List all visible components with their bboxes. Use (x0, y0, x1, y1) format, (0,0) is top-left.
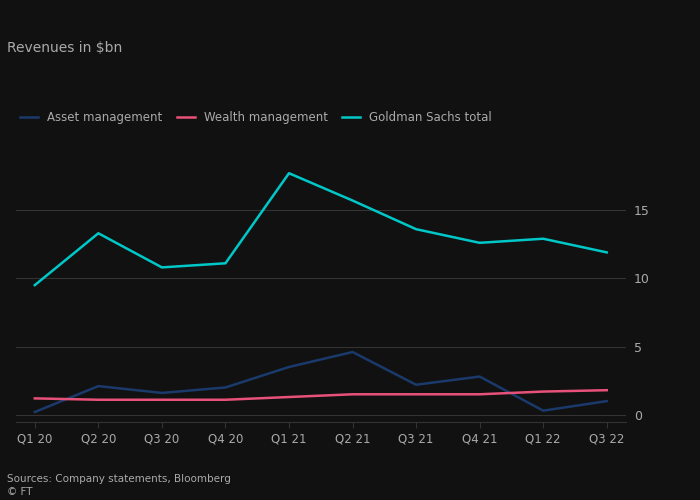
Goldman Sachs total (603, 250, 611, 256)
Asset management (31, 409, 39, 415)
Goldman Sachs total (412, 226, 420, 232)
Wealth management (158, 397, 166, 403)
Wealth management (475, 392, 484, 398)
Wealth management (539, 388, 547, 394)
Asset management (349, 349, 357, 355)
Line: Goldman Sachs total: Goldman Sachs total (35, 173, 607, 285)
Asset management (475, 374, 484, 380)
Wealth management (603, 387, 611, 393)
Asset management (94, 383, 102, 389)
Wealth management (412, 392, 420, 398)
Line: Asset management: Asset management (35, 352, 607, 412)
Text: Revenues in $bn: Revenues in $bn (7, 42, 122, 56)
Goldman Sachs total (285, 170, 293, 176)
Wealth management (31, 396, 39, 402)
Asset management (412, 382, 420, 388)
Goldman Sachs total (221, 260, 230, 266)
Asset management (221, 384, 230, 390)
Asset management (603, 398, 611, 404)
Wealth management (221, 397, 230, 403)
Legend: Asset management, Wealth management, Goldman Sachs total: Asset management, Wealth management, Gol… (15, 106, 497, 128)
Text: Sources: Company statements, Bloomberg: Sources: Company statements, Bloomberg (7, 474, 231, 484)
Goldman Sachs total (475, 240, 484, 246)
Goldman Sachs total (31, 282, 39, 288)
Asset management (158, 390, 166, 396)
Line: Wealth management: Wealth management (35, 390, 607, 400)
Goldman Sachs total (94, 230, 102, 236)
Text: © FT: © FT (7, 487, 32, 497)
Wealth management (94, 397, 102, 403)
Asset management (285, 364, 293, 370)
Goldman Sachs total (349, 198, 357, 203)
Goldman Sachs total (539, 236, 547, 242)
Wealth management (349, 392, 357, 398)
Wealth management (285, 394, 293, 400)
Goldman Sachs total (158, 264, 166, 270)
Asset management (539, 408, 547, 414)
